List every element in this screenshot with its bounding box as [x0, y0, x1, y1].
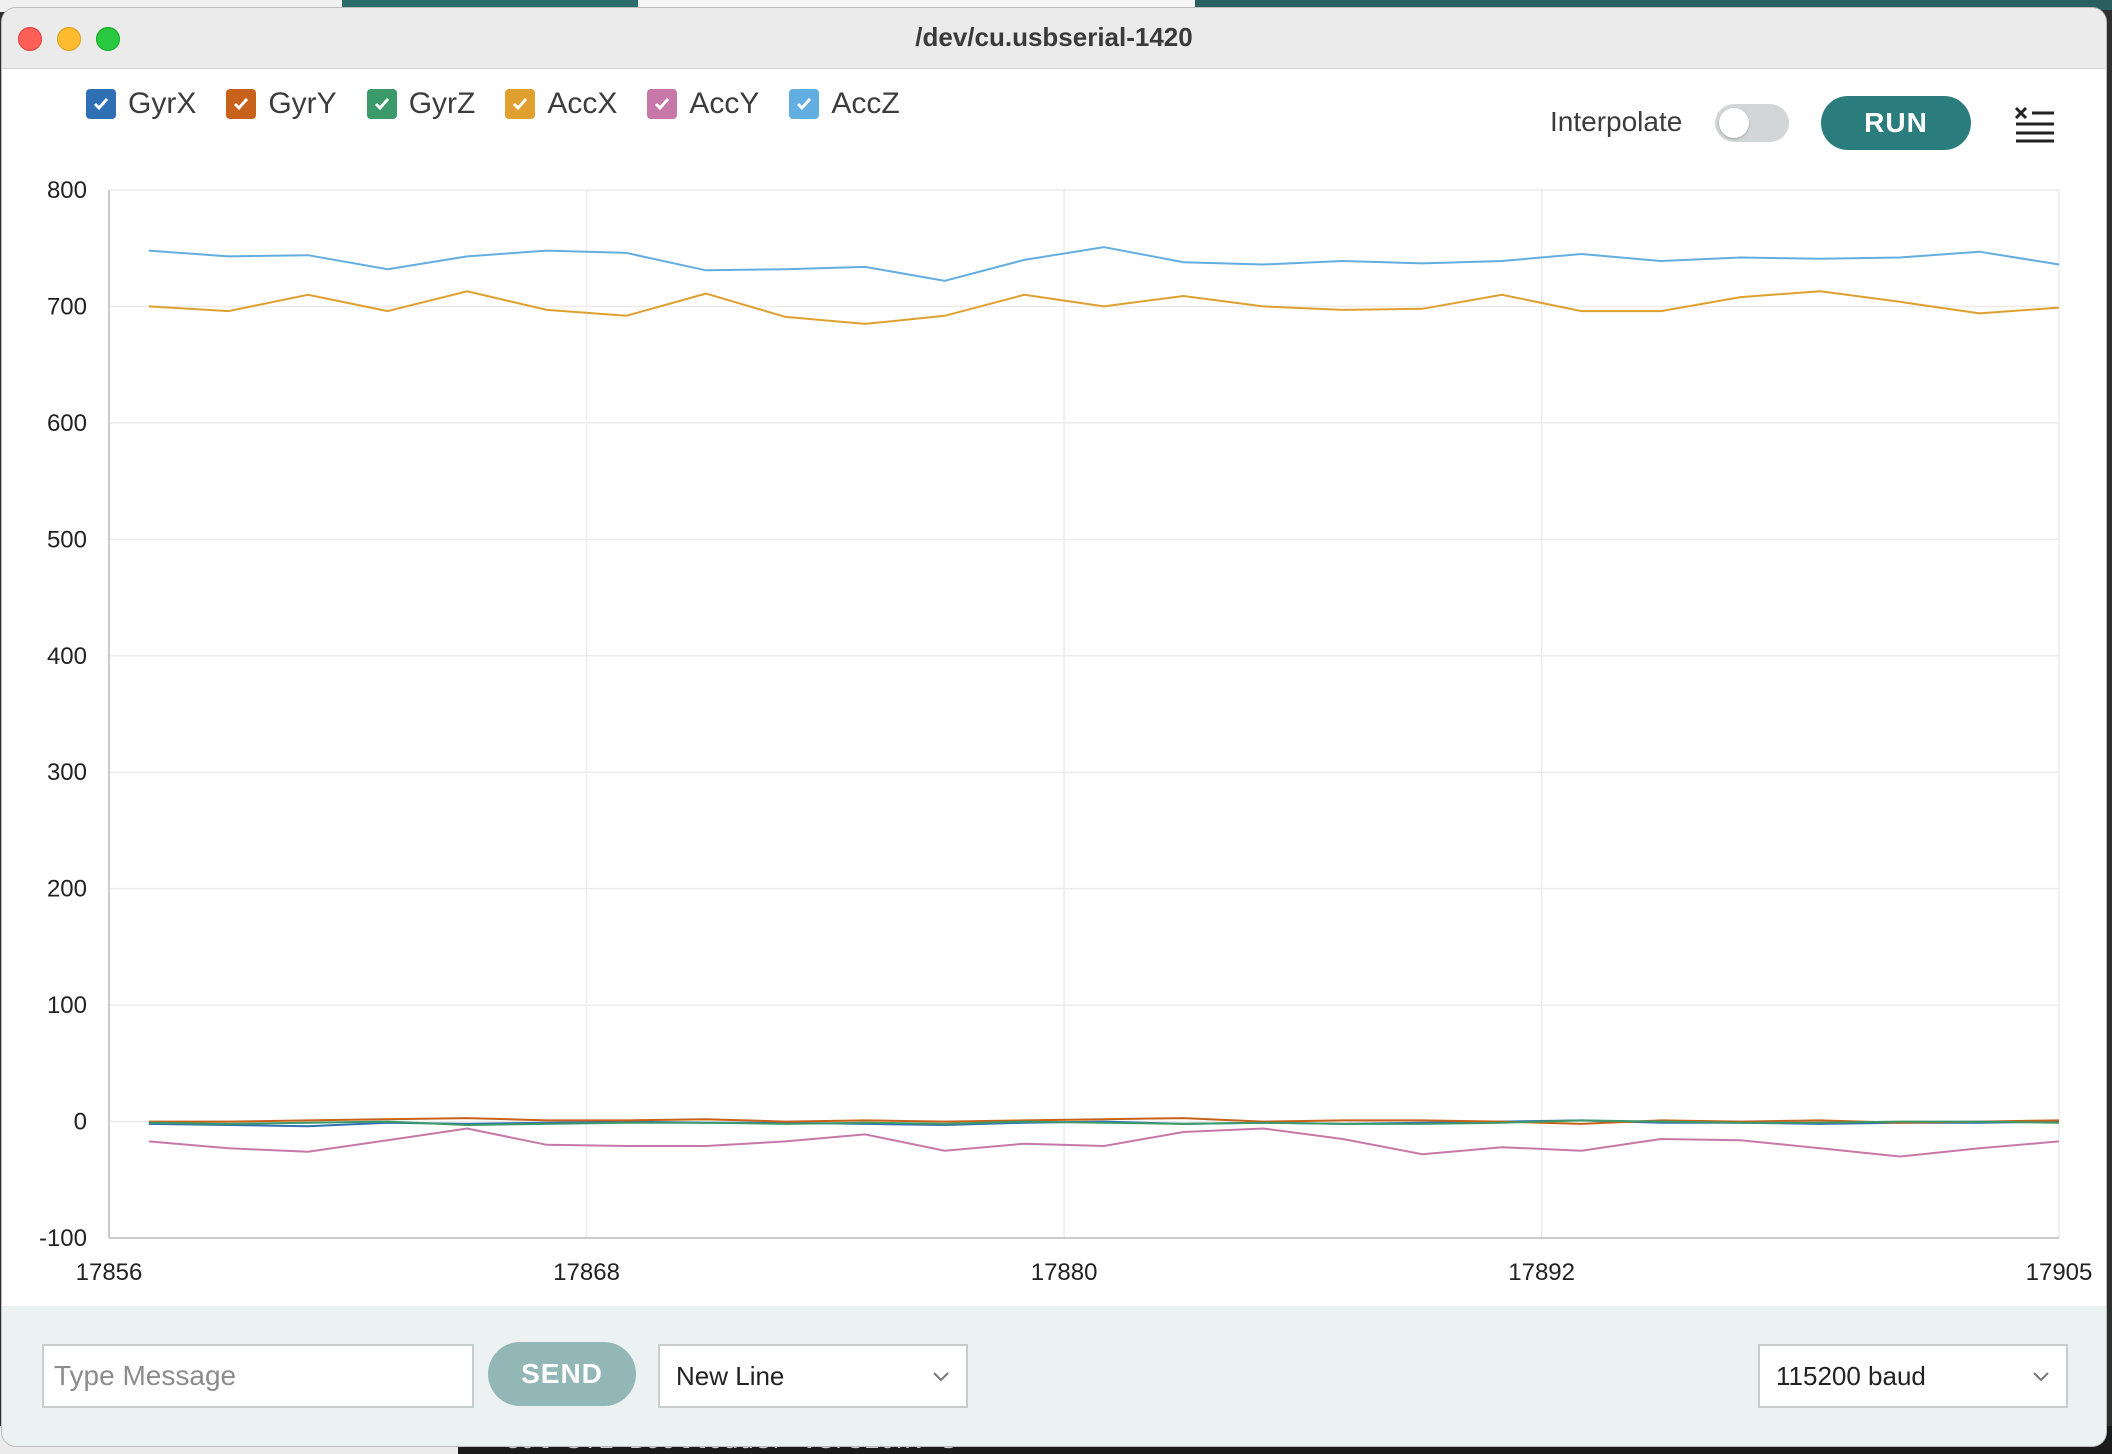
legend-label: GyrY	[268, 87, 337, 120]
send-button[interactable]: SEND	[488, 1342, 636, 1406]
legend-item-accx[interactable]: AccX	[505, 84, 617, 124]
legend-checkbox[interactable]	[226, 89, 257, 119]
y-tick-label: 300	[47, 759, 87, 786]
interpolate-toggle[interactable]	[1715, 104, 1789, 142]
interpolate-label: Interpolate	[1550, 106, 1683, 137]
y-tick-label: 400	[47, 643, 87, 670]
x-tick-label: 17892	[1508, 1259, 1575, 1286]
checkmark-icon	[234, 98, 249, 111]
desktop-teal-area-right	[1195, 0, 2112, 10]
legend-label: GyrX	[128, 87, 197, 120]
line-ending-select[interactable]: New Line	[658, 1344, 968, 1408]
chevron-down-icon	[933, 1372, 949, 1382]
legend-item-gyry[interactable]: GyrY	[226, 84, 337, 124]
legend-label: AccY	[689, 87, 760, 120]
minimize-window-button[interactable]	[57, 27, 81, 51]
legend-item-gyrz[interactable]: GyrZ	[366, 84, 476, 124]
series-line-accz	[148, 246, 2060, 282]
y-tick-label: -100	[39, 1225, 87, 1252]
serial-plot-chart: -100 0 100 200 300 400 500 600 700 800 17856 17868 1…	[39, 177, 2093, 1286]
zoom-window-button[interactable]	[96, 27, 120, 51]
checkmark-icon	[655, 98, 670, 111]
legend-checkbox[interactable]	[647, 89, 678, 119]
x-tick-label: 17868	[553, 1259, 620, 1286]
checkmark-icon	[93, 98, 109, 111]
x-tick-label: 17880	[1031, 1259, 1098, 1286]
series-line-gyrz	[148, 1119, 2060, 1127]
series-line-gyry	[148, 1117, 2060, 1125]
legend-label: AccZ	[831, 87, 900, 120]
toggle-knob	[1719, 108, 1749, 138]
series-line-accx	[148, 290, 2060, 325]
message-input[interactable]	[42, 1344, 474, 1408]
desktop-white-area	[638, 0, 1195, 10]
legend-checkbox[interactable]	[366, 89, 397, 119]
legend-item-gyrx[interactable]: GyrX	[86, 84, 196, 124]
series-line-accy	[148, 1127, 2060, 1158]
title-bar[interactable]: /dev/cu.usbserial-1420	[2, 8, 2106, 69]
x-tick-label: 17905	[2026, 1259, 2093, 1286]
legend-item-accz[interactable]: AccZ	[789, 84, 900, 124]
y-tick-label: 600	[47, 410, 87, 437]
y-tick-label: 800	[47, 177, 87, 204]
legend-label: AccX	[547, 87, 618, 120]
serial-plotter-window: /dev/cu.usbserial-1420 GyrX GyrY GyrZ AccX A…	[2, 8, 2106, 1446]
window-title: /dev/cu.usbserial-1420	[915, 22, 1193, 52]
y-tick-label: 200	[47, 876, 87, 903]
series-legend: GyrX GyrY GyrZ AccX AccY AccZ	[86, 84, 930, 124]
clear-list-icon[interactable]	[2014, 104, 2058, 144]
desktop-teal-area	[342, 0, 638, 10]
checkmark-icon	[797, 98, 812, 111]
legend-checkbox[interactable]	[505, 89, 536, 119]
checkmark-icon	[374, 98, 389, 111]
legend-checkbox[interactable]	[86, 89, 116, 119]
baud-rate-select[interactable]: 115200 baud	[1758, 1344, 2068, 1408]
y-tick-label: 100	[47, 992, 87, 1019]
checkmark-icon	[513, 98, 528, 111]
chevron-down-icon	[2033, 1372, 2049, 1382]
baud-rate-value: 115200 baud	[1776, 1360, 1926, 1391]
line-ending-value: New Line	[676, 1360, 785, 1391]
y-tick-label: 0	[74, 1109, 87, 1136]
legend-checkbox[interactable]	[789, 89, 820, 119]
run-button[interactable]: RUN	[1821, 96, 1971, 150]
y-tick-label: 500	[47, 526, 87, 553]
x-tick-label: 17856	[76, 1259, 143, 1286]
close-window-button[interactable]	[18, 27, 42, 51]
y-tick-label: 700	[47, 293, 87, 320]
legend-label: GyrZ	[408, 87, 476, 120]
legend-item-accy[interactable]: AccY	[647, 84, 759, 124]
